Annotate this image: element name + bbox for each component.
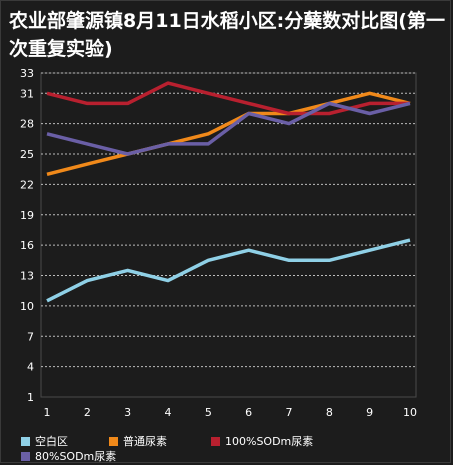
y-tick-label: 28 xyxy=(20,118,34,131)
grid-lines xyxy=(41,72,416,368)
x-tick-label: 7 xyxy=(286,406,293,419)
y-tick-label: 22 xyxy=(20,178,34,191)
legend-item-blank: 空白区 xyxy=(21,433,68,449)
legend-item-sodm100: 100%SODm尿素 xyxy=(211,433,313,449)
y-tick-label: 1 xyxy=(27,391,34,404)
y-tick-label: 25 xyxy=(20,148,34,161)
y-tick-label: 33 xyxy=(20,67,34,80)
y-tick-label: 31 xyxy=(20,87,34,100)
x-tick-label: 3 xyxy=(124,406,131,419)
legend-label-sodm100: 100%SODm尿素 xyxy=(225,435,314,448)
x-tick-label: 5 xyxy=(205,406,212,419)
chart-title: 农业部肇源镇8月11日水稻小区:分蘖数对比图(第一次重复实验) xyxy=(9,10,445,60)
legend-swatch-sodm100 xyxy=(211,436,220,446)
y-tick-label: 7 xyxy=(27,330,34,343)
y-tick-label: 19 xyxy=(20,209,34,222)
series-lines xyxy=(46,81,411,303)
legend-swatch-urea xyxy=(109,436,118,446)
series-line-0 xyxy=(46,238,411,303)
legend-swatch-sodm80 xyxy=(21,451,30,461)
x-tick-label: 6 xyxy=(245,406,252,419)
series-line-1 xyxy=(46,91,411,176)
x-tick-label: 8 xyxy=(326,406,333,419)
legend-label-urea: 普通尿素 xyxy=(123,435,167,448)
x-tick-label: 1 xyxy=(44,406,51,419)
legend-swatch-blank xyxy=(21,436,30,446)
legend-label-blank: 空白区 xyxy=(35,435,68,448)
legend-item-sodm80: 80%SODm尿素 xyxy=(21,448,116,464)
y-tick-label: 16 xyxy=(20,239,34,252)
legend: 空白区 普通尿素 100%SODm尿素 80%SODm尿素 xyxy=(21,431,441,463)
x-tick-label: 4 xyxy=(165,406,172,419)
plot-area xyxy=(40,72,417,398)
x-tick-label: 2 xyxy=(84,406,91,419)
y-tick-label: 4 xyxy=(27,361,34,374)
x-tick-label: 10 xyxy=(403,406,417,419)
y-axis-ticks: 1 4 7 10 13 16 19 22 25 28 31 33 xyxy=(20,67,34,404)
x-tick-label: 9 xyxy=(366,406,373,419)
y-tick-label: 10 xyxy=(20,300,34,313)
x-axis-ticks: 1 2 3 4 5 6 7 8 9 10 xyxy=(44,406,418,419)
y-tick-label: 13 xyxy=(20,270,34,283)
legend-label-sodm80: 80%SODm尿素 xyxy=(35,450,117,463)
series-line-3 xyxy=(46,101,411,156)
legend-item-urea: 普通尿素 xyxy=(109,433,167,449)
